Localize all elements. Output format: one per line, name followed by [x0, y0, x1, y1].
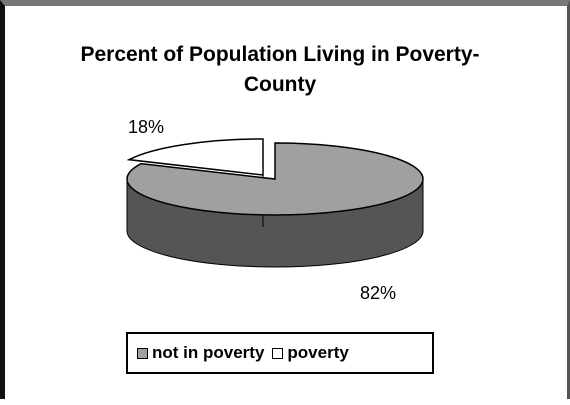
pie-tops: [126, 138, 424, 216]
legend-entry-poverty: poverty: [272, 343, 349, 363]
legend-swatch-not-in-poverty: [137, 347, 148, 359]
legend-swatch-poverty: [272, 347, 284, 359]
legend: not in poverty poverty: [126, 332, 434, 374]
pie-slice-poverty: [126, 138, 264, 176]
legend-label-not-in-poverty: not in poverty: [152, 343, 265, 362]
chart-title: Percent of Population Living in Poverty-…: [80, 43, 480, 96]
slice-label-not-in-poverty: 82%: [360, 283, 396, 303]
legend-label-poverty: poverty: [287, 343, 349, 362]
legend-entry-not-in-poverty: not in poverty: [137, 343, 264, 363]
pie-slice-not-in-poverty: [126, 142, 424, 216]
slice-label-poverty: 18%: [128, 117, 164, 137]
pie-chart: 18% 82%: [126, 117, 424, 303]
